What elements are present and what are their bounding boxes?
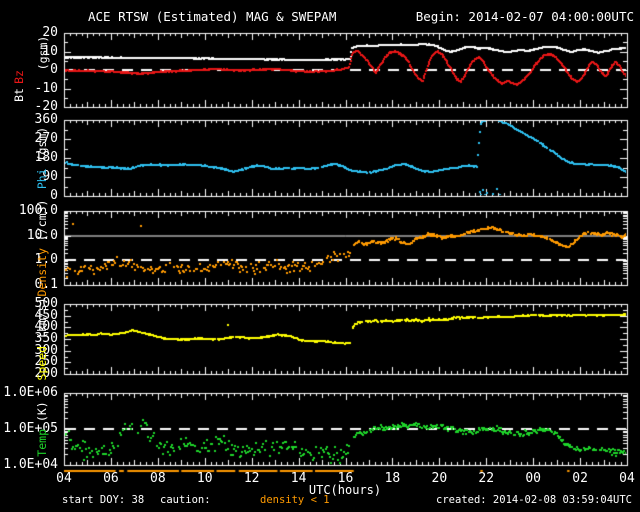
y-tick-label: 10 — [42, 43, 58, 59]
y-tick-label: 400 — [34, 319, 58, 335]
panel-phi-label-part: (gsm) — [35, 126, 49, 169]
y-tick-label: 500 — [34, 296, 58, 311]
y-tick-label: -20 — [34, 99, 58, 114]
y-tick-label: 200 — [34, 366, 58, 381]
y-tick-label: 300 — [34, 342, 58, 358]
plot-title: ACE RTSW (Estimated) MAG & SWEPAM — [88, 9, 337, 24]
y-tick-label: 350 — [34, 331, 58, 346]
panel-density-label: Density (/cm3) — [35, 200, 49, 297]
start-doy-label: start DOY: 38 — [62, 494, 145, 506]
y-tick-label: 250 — [34, 354, 58, 370]
x-axis-label: UTC(hours) — [308, 483, 382, 497]
panel-speed-label-part: (km/s) — [35, 297, 49, 346]
panel-temp-label-part: Temp — [35, 429, 49, 457]
x-tick-label: 02 — [572, 471, 588, 486]
panel-phi-label-part: Phi — [35, 168, 49, 190]
caution-value: density < 1 — [260, 494, 330, 506]
panel-bt-bz-unit-label-part: (gsm) — [36, 35, 50, 71]
panel-speed-label: Speed (km/s) — [35, 297, 49, 380]
panel-density-label-part: Density — [35, 248, 49, 297]
panel-bz-label-part: Bz — [12, 70, 26, 84]
panel-phi-label: Phi (gsm) — [35, 127, 49, 189]
x-tick-label: 12 — [243, 471, 260, 486]
caution-label: caution: — [160, 494, 211, 506]
y-tick-label: 0 — [50, 188, 58, 203]
y-tick-label: 360 — [34, 112, 58, 127]
panel-density-label-part: (/cm3) — [35, 199, 49, 248]
y-tick-label: 10.0 — [26, 227, 58, 243]
x-tick-label: 08 — [150, 471, 166, 486]
begin-timestamp: Begin: 2014-02-07 04:00:00UTC — [415, 9, 634, 24]
panel-bt-label-part: Bt — [12, 88, 26, 102]
y-tick-label: -10 — [34, 80, 58, 96]
y-tick-label: 450 — [34, 307, 58, 323]
x-tick-label: 04 — [619, 471, 635, 486]
panel-speed-label-part: Speed — [35, 345, 49, 381]
x-tick-label: 20 — [431, 471, 448, 486]
y-tick-label: 270 — [34, 131, 58, 146]
panel-bz-label: Bz — [12, 70, 26, 84]
y-tick-label: 180 — [34, 150, 58, 165]
y-tick-label: 1.0E+06 — [3, 385, 58, 400]
x-tick-label: 10 — [196, 471, 213, 486]
x-tick-label: 14 — [290, 471, 307, 486]
y-tick-label: 0.1 — [34, 277, 58, 292]
y-tick-label: 1.0 — [34, 252, 58, 268]
x-tick-label: 00 — [525, 471, 541, 486]
y-tick-label: 1.0E+05 — [3, 421, 58, 436]
panel-bt-label: Bt — [12, 88, 26, 102]
y-tick-label: 0 — [50, 62, 58, 77]
x-tick-label: 16 — [337, 471, 354, 486]
x-tick-label: 22 — [478, 471, 495, 486]
y-tick-label: 100.0 — [18, 203, 58, 218]
x-tick-label: 06 — [103, 471, 119, 486]
y-tick-label: 90 — [42, 169, 58, 184]
panel-temp-label: Temp (K) — [35, 401, 49, 456]
y-tick-label: 20 — [42, 25, 58, 40]
x-tick-label: 04 — [56, 471, 72, 486]
created-timestamp: created: 2014-02-08 03:59:04UTC — [436, 494, 632, 506]
panel-temp-label-part: (K) — [35, 401, 49, 429]
x-tick-label: 18 — [384, 471, 401, 486]
y-tick-label: 1.0E+04 — [3, 457, 58, 472]
panel-bt-bz-unit-label: (gsm) — [36, 36, 50, 71]
